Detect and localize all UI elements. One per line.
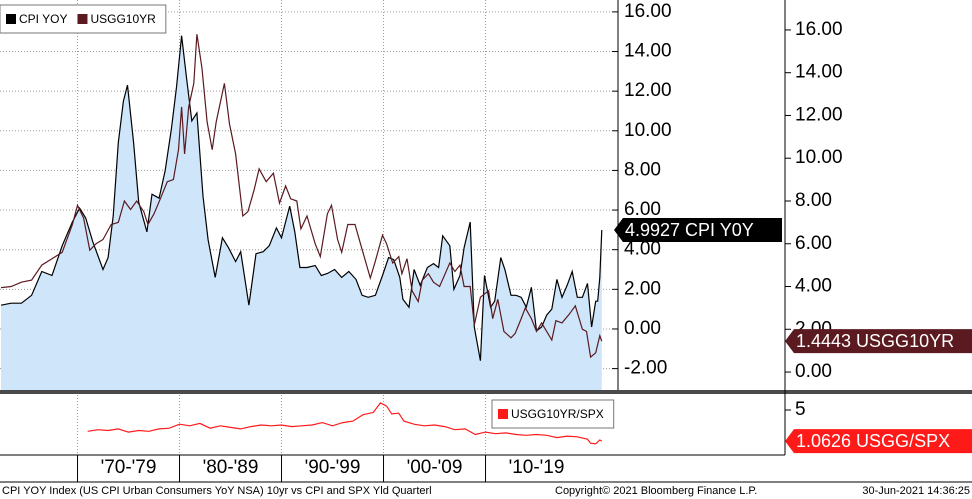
legend-swatch <box>498 409 508 419</box>
legend-label: USGG10YR/SPX <box>511 407 604 421</box>
value-tag <box>614 218 782 243</box>
value-tag-label: 1.4443 USGG10YR <box>796 331 954 351</box>
value-tag-label: 1.0626 USGG/SPX <box>796 431 950 451</box>
y-tick-label: 5 <box>795 399 806 420</box>
legend-label: USGG10YR <box>90 12 156 26</box>
legend-label: CPI YOY <box>19 12 67 26</box>
legend-swatch <box>77 14 88 24</box>
x-tick-label: '90-'99 <box>305 457 361 478</box>
y-tick-label: 10.00 <box>624 120 672 141</box>
y2-tick-label: 16.00 <box>795 19 843 40</box>
y-tick-label: 12.00 <box>624 80 672 101</box>
y-tick-label: 14.00 <box>624 41 672 62</box>
y2-tick-label: 12.00 <box>795 104 843 125</box>
area <box>1 35 602 390</box>
y-tick-label: 6.00 <box>624 199 661 220</box>
y-tick-label: -2.00 <box>624 358 667 379</box>
legend-swatch <box>6 14 16 24</box>
x-tick-label: '80-'89 <box>203 457 259 478</box>
line <box>0 34 603 359</box>
y-tick-label: 2.00 <box>624 278 661 299</box>
value-tag-label: 4.9927 CPI Y0Y <box>625 220 754 240</box>
line <box>0 35 603 361</box>
y2-tick-label: 8.00 <box>795 190 832 211</box>
marks <box>0 34 603 445</box>
overlay: 16.00 14.00 12.00 10.00 8.00 6.00 4.00 2.00 0.00… <box>0 1 972 482</box>
x-tick-label: '00-'09 <box>407 457 463 478</box>
y2-tick-label: 0.00 <box>795 361 832 382</box>
value-tag <box>785 429 972 454</box>
x-tick-label: '70-'79 <box>101 457 157 478</box>
y2-tick-label: 6.00 <box>795 233 832 254</box>
line <box>87 402 603 445</box>
y2-tick-label: 10.00 <box>795 147 843 168</box>
y-tick-label: 4.00 <box>624 239 661 260</box>
footer-description: CPI YOY Index (US CPI Urban Consumers Yo… <box>2 485 432 497</box>
legend <box>491 399 615 429</box>
footer-copyright: Copyright© 2021 Bloomberg Finance L.P. <box>555 485 757 497</box>
footer-timestamp: 30-Jun-2021 14:36:25 <box>862 485 970 497</box>
x-tick-label: '10-'19 <box>509 457 565 478</box>
y-tick-label: 16.00 <box>624 1 672 22</box>
panel-divider <box>0 390 972 394</box>
y2-tick-label: 14.00 <box>795 62 843 83</box>
value-tag <box>785 329 972 354</box>
y-tick-label: 8.00 <box>624 159 661 180</box>
y2-tick-label: 4.00 <box>795 276 832 297</box>
y-tick-label: 0.00 <box>624 318 661 339</box>
